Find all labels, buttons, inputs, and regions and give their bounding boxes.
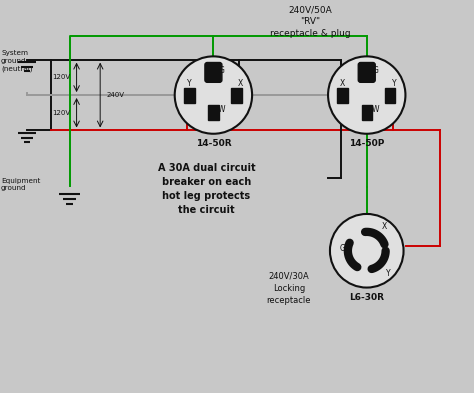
Text: A 30A dual circuit
breaker on each
hot leg protects
the circuit: A 30A dual circuit breaker on each hot l… xyxy=(157,163,255,215)
Text: 14-50P: 14-50P xyxy=(349,140,384,149)
Text: G: G xyxy=(372,66,378,75)
Text: Y: Y xyxy=(187,79,191,88)
Text: 120V: 120V xyxy=(53,110,71,116)
Circle shape xyxy=(330,214,403,288)
Text: 240V/50A
"RV"
receptacle & plug: 240V/50A "RV" receptacle & plug xyxy=(270,6,350,38)
Bar xyxy=(208,105,219,119)
Text: Y: Y xyxy=(392,79,396,88)
Text: 240V/30A
Locking
receptacle: 240V/30A Locking receptacle xyxy=(267,272,311,305)
Bar xyxy=(362,105,372,119)
Text: Equipment
ground: Equipment ground xyxy=(1,178,40,191)
Text: 120V: 120V xyxy=(53,74,71,80)
Text: G: G xyxy=(219,66,225,75)
Bar xyxy=(337,88,348,103)
Bar xyxy=(231,88,242,103)
Text: W: W xyxy=(218,105,226,114)
Circle shape xyxy=(175,56,252,134)
Text: L6-30R: L6-30R xyxy=(349,293,384,302)
Text: X: X xyxy=(382,222,387,231)
Text: W: W xyxy=(372,105,379,114)
Circle shape xyxy=(328,56,405,134)
Bar xyxy=(184,88,194,103)
FancyBboxPatch shape xyxy=(205,62,222,82)
Text: X: X xyxy=(339,79,345,88)
Text: X: X xyxy=(238,79,244,88)
Text: 240V: 240V xyxy=(106,92,124,98)
Bar xyxy=(385,88,395,103)
FancyBboxPatch shape xyxy=(358,62,375,82)
Text: System
ground
(neutral): System ground (neutral) xyxy=(1,50,33,72)
Text: 14-50R: 14-50R xyxy=(196,140,231,149)
Text: G: G xyxy=(339,244,345,253)
Text: Y: Y xyxy=(386,269,390,278)
